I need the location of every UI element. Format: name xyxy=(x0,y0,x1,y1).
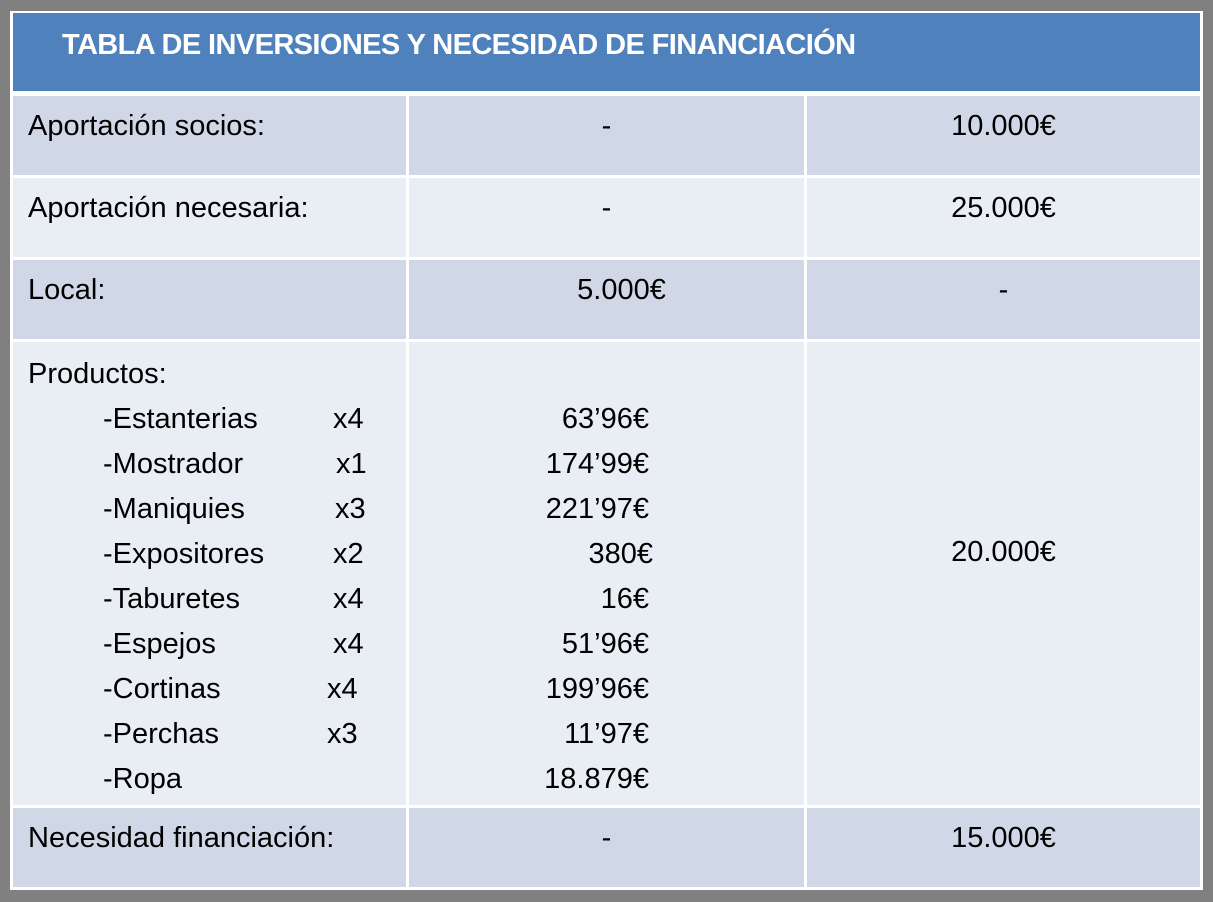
row-label: Local: xyxy=(28,274,106,306)
cell-label: Productos: -Estanterias x4 -Mostrador x1… xyxy=(13,342,406,805)
product-price: 380€ xyxy=(588,538,653,570)
product-prices: 63’96€ 174’99€ 221’97€ 380€ 16€ 51’96€ 1… xyxy=(409,401,653,806)
product-name: -Mostrador xyxy=(103,448,244,480)
product-qty: x2 xyxy=(333,538,364,570)
product-price: 199’96€ xyxy=(545,673,649,705)
product-price: 51’96€ xyxy=(561,628,649,660)
cell-inversion: 63’96€ 174’99€ 221’97€ 380€ 16€ 51’96€ 1… xyxy=(409,342,804,805)
table-row-necesidad-financiacion: Necesidad financiación: - 15.000€ xyxy=(13,808,1200,887)
financiacion-value: 20.000€ xyxy=(951,536,1056,568)
table-title: TABLA DE INVERSIONES Y NECESIDAD DE FINA… xyxy=(62,29,856,61)
product-item: -Mostrador x1 xyxy=(28,446,367,491)
product-item: -Espejos x4 xyxy=(28,626,364,671)
product-name: -Espejos xyxy=(103,628,216,660)
product-qty: x3 xyxy=(335,493,366,525)
cell-label: Aportación socios: xyxy=(13,96,406,175)
product-item: -Maniquies x3 xyxy=(28,491,366,536)
financiacion-value: 10.000€ xyxy=(951,110,1056,142)
table-row-aportacion-socios: Aportación socios: - 10.000€ xyxy=(13,96,1200,175)
inversion-value: - xyxy=(601,822,612,854)
product-item: -Perchas x3 xyxy=(28,716,358,761)
product-item: -Ropa xyxy=(28,761,182,806)
product-price: 63’96€ xyxy=(561,403,649,435)
product-name: -Estanterias xyxy=(103,403,258,435)
product-name: -Ropa xyxy=(103,763,182,795)
product-price: 16€ xyxy=(600,583,649,615)
inversion-value: 5.000€ xyxy=(577,274,666,306)
product-name: -Maniquies xyxy=(103,493,245,525)
product-name: -Cortinas xyxy=(103,673,221,705)
product-price: 174’99€ xyxy=(545,448,649,480)
inversion-value: - xyxy=(601,110,612,142)
product-name: -Taburetes xyxy=(103,583,241,615)
row-label: Necesidad financiación: xyxy=(28,822,335,854)
product-item: -Estanterias x4 xyxy=(28,401,364,446)
table-header: TABLA DE INVERSIONES Y NECESIDAD DE FINA… xyxy=(13,13,1200,91)
product-name: -Perchas xyxy=(103,718,220,750)
product-item: -Expositores x2 xyxy=(28,536,364,581)
table-row-aportacion-necesaria: Aportación necesaria: - 25.000€ xyxy=(13,178,1200,257)
row-label: Aportación socios: xyxy=(28,110,265,142)
cell-inversion: - xyxy=(409,96,804,175)
product-qty: x4 xyxy=(327,673,358,705)
product-qty: x4 xyxy=(333,403,364,435)
financiacion-value: - xyxy=(998,274,1009,306)
cell-inversion: - xyxy=(409,808,804,887)
table-row-productos: Productos: -Estanterias x4 -Mostrador x1… xyxy=(13,342,1200,805)
cell-financiacion: 15.000€ xyxy=(807,808,1200,887)
cell-financiacion: 20.000€ xyxy=(807,342,1200,805)
cell-label: Aportación necesaria: xyxy=(13,178,406,257)
product-item: -Cortinas x4 xyxy=(28,671,358,716)
product-price: 221’97€ xyxy=(545,493,649,525)
cell-inversion: - xyxy=(409,178,804,257)
product-name: -Expositores xyxy=(103,538,265,570)
cell-inversion: 5.000€ xyxy=(409,260,804,339)
financiacion-value: 25.000€ xyxy=(951,192,1056,224)
product-list: Productos: -Estanterias x4 -Mostrador x1… xyxy=(28,356,367,806)
cell-label: Necesidad financiación: xyxy=(13,808,406,887)
product-price: 18.879€ xyxy=(544,763,649,795)
row-label: Aportación necesaria: xyxy=(28,192,309,224)
product-qty: x4 xyxy=(333,628,364,660)
cell-financiacion: 10.000€ xyxy=(807,96,1200,175)
product-item: -Taburetes x4 xyxy=(28,581,364,626)
row-label: Productos: xyxy=(28,358,167,390)
product-qty: x4 xyxy=(333,583,364,615)
financiacion-value: 15.000€ xyxy=(951,822,1056,854)
product-qty: x3 xyxy=(327,718,358,750)
product-price: 11’97€ xyxy=(564,718,649,750)
inversion-value: - xyxy=(601,192,612,224)
table-row-local: Local: 5.000€ - xyxy=(13,260,1200,339)
cell-financiacion: 25.000€ xyxy=(807,178,1200,257)
product-qty: x1 xyxy=(336,448,367,480)
cell-financiacion: - xyxy=(807,260,1200,339)
cell-label: Local: xyxy=(13,260,406,339)
